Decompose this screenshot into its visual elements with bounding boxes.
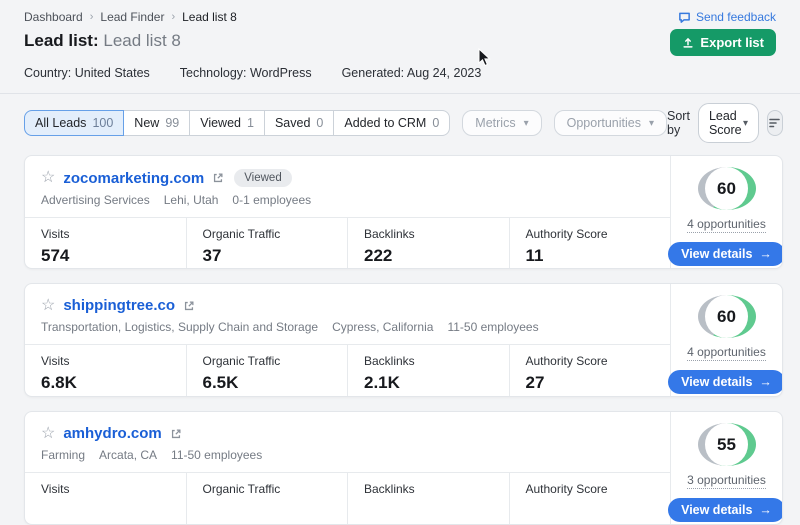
metric-organic-traffic: Organic Traffic 37 bbox=[187, 218, 348, 268]
favorite-star-icon[interactable]: ☆ bbox=[41, 424, 56, 442]
metric-backlinks: Backlinks 222 bbox=[348, 218, 510, 268]
lead-score-panel: 60 4 opportunities View details → bbox=[668, 156, 782, 268]
breadcrumb: Dashboard › Lead Finder › Lead list 8 bbox=[24, 10, 237, 24]
feedback-bubble-icon bbox=[678, 11, 691, 24]
chevron-down-icon: ▾ bbox=[648, 117, 654, 129]
opportunities-link[interactable]: 4 opportunities bbox=[687, 345, 766, 361]
lead-score-gauge: 60 bbox=[697, 295, 756, 338]
lead-score-gauge: 55 bbox=[697, 423, 756, 466]
arrow-right-icon: → bbox=[759, 375, 772, 389]
lead-score-panel: 55 3 opportunities View details → bbox=[668, 412, 782, 524]
tab-added-to-crm[interactable]: Added to CRM 0 bbox=[333, 110, 451, 136]
lead-score-value: 60 bbox=[705, 167, 748, 210]
metric-organic-traffic: Organic Traffic 6.5K bbox=[187, 345, 348, 396]
lead-status-tabs: All Leads 100 New 99 Viewed 1 Saved 0 Ad… bbox=[24, 110, 451, 136]
opportunities-link[interactable]: 4 opportunities bbox=[687, 217, 766, 233]
external-link-icon[interactable] bbox=[170, 428, 182, 440]
metric-backlinks: Backlinks 2.1K bbox=[348, 345, 510, 396]
view-details-button[interactable]: View details → bbox=[668, 370, 782, 394]
page-header: Dashboard › Lead Finder › Lead list 8 Se… bbox=[0, 0, 800, 94]
lead-score-gauge: 60 bbox=[697, 167, 756, 210]
list-toolbar: All Leads 100 New 99 Viewed 1 Saved 0 Ad… bbox=[0, 94, 800, 152]
tab-count: 0 bbox=[432, 116, 440, 130]
chevron-down-icon: ▾ bbox=[742, 117, 748, 129]
lead-score-value: 55 bbox=[705, 423, 748, 466]
chevron-down-icon: ▾ bbox=[523, 117, 529, 129]
tab-viewed[interactable]: Viewed 1 bbox=[189, 110, 265, 136]
lead-score-value: 60 bbox=[705, 295, 748, 338]
breadcrumb-separator-icon: › bbox=[89, 11, 94, 23]
lead-card: ☆ shippingtree.co Transportation, Logist… bbox=[24, 283, 783, 397]
opportunities-dropdown[interactable]: Opportunities ▾ bbox=[553, 110, 667, 136]
lead-score-panel: 60 4 opportunities View details → bbox=[668, 284, 782, 396]
tab-new[interactable]: New 99 bbox=[123, 110, 191, 136]
sort-select[interactable]: Lead Score ▾ bbox=[697, 103, 759, 143]
breadcrumb-lead-finder[interactable]: Lead Finder bbox=[100, 10, 165, 24]
tab-count: 0 bbox=[316, 116, 324, 130]
send-feedback-link[interactable]: Send feedback bbox=[678, 10, 776, 24]
lead-employees: 0-1 employees bbox=[232, 193, 312, 207]
metric-authority-score: Authority Score 27 bbox=[525, 354, 608, 392]
tab-all-leads[interactable]: All Leads 100 bbox=[24, 110, 125, 136]
filter-technology: Technology: WordPress bbox=[179, 66, 312, 80]
lead-location: Cypress, California bbox=[332, 320, 434, 334]
upload-icon bbox=[682, 37, 694, 49]
view-details-button[interactable]: View details → bbox=[668, 498, 782, 522]
lead-metrics: Visits Organic Traffic Backlinks Authori… bbox=[25, 472, 670, 524]
lead-domain-link[interactable]: zocomarketing.com bbox=[63, 169, 205, 187]
opportunities-link[interactable]: 3 opportunities bbox=[687, 473, 766, 489]
applied-filters: Country: United States Technology: WordP… bbox=[24, 66, 776, 93]
external-link-icon[interactable] bbox=[183, 300, 195, 312]
lead-employees: 11-50 employees bbox=[171, 448, 263, 462]
breadcrumb-separator-icon: › bbox=[171, 11, 176, 23]
tab-count: 1 bbox=[247, 116, 254, 130]
lead-metrics: Visits 574 Organic Traffic 37 Backlinks … bbox=[25, 217, 670, 268]
sort-direction-button[interactable] bbox=[767, 110, 783, 136]
lead-industry: Farming bbox=[41, 448, 86, 462]
lead-meta: Transportation, Logistics, Supply Chain … bbox=[41, 320, 654, 334]
metric-authority-score: Authority Score 11 bbox=[525, 227, 608, 265]
page-title-value: Lead list 8 bbox=[103, 31, 181, 50]
metric-visits: Visits bbox=[25, 473, 187, 524]
lead-domain-link[interactable]: amhydro.com bbox=[63, 425, 162, 442]
sort-by-label: Sort by bbox=[667, 109, 690, 137]
export-list-button[interactable]: Export list bbox=[670, 29, 776, 56]
lead-location: Lehi, Utah bbox=[163, 193, 219, 207]
lead-metrics: Visits 6.8K Organic Traffic 6.5K Backlin… bbox=[25, 344, 670, 396]
sort-descending-icon bbox=[768, 117, 782, 129]
view-details-button[interactable]: View details → bbox=[668, 242, 782, 266]
lead-domain-link[interactable]: shippingtree.co bbox=[63, 297, 176, 314]
favorite-star-icon[interactable]: ☆ bbox=[41, 169, 56, 186]
metrics-dropdown[interactable]: Metrics ▾ bbox=[462, 110, 542, 136]
tab-count: 100 bbox=[92, 116, 114, 130]
lead-employees: 11-50 employees bbox=[447, 320, 539, 334]
lead-industry: Transportation, Logistics, Supply Chain … bbox=[41, 320, 319, 334]
lead-industry: Advertising Services bbox=[41, 193, 150, 207]
breadcrumb-dashboard[interactable]: Dashboard bbox=[24, 10, 83, 24]
metric-authority-score: Authority Score bbox=[525, 482, 608, 496]
breadcrumb-current: Lead list 8 bbox=[182, 10, 237, 24]
arrow-right-icon: → bbox=[759, 247, 772, 261]
metric-organic-traffic: Organic Traffic bbox=[187, 473, 348, 524]
lead-meta: Farming Arcata, CA 11-50 employees bbox=[41, 448, 654, 462]
lead-list: ☆ zocomarketing.com Viewed Advertising S… bbox=[0, 152, 800, 525]
page-title: Lead list: Lead list 8 bbox=[24, 31, 181, 50]
metric-backlinks: Backlinks bbox=[348, 473, 510, 524]
lead-location: Arcata, CA bbox=[99, 448, 158, 462]
filter-country: Country: United States bbox=[24, 66, 150, 80]
lead-meta: Advertising Services Lehi, Utah 0-1 empl… bbox=[41, 193, 654, 207]
viewed-badge: Viewed bbox=[234, 169, 292, 187]
lead-card: ☆ amhydro.com Farming Arcata, CA 11-50 e… bbox=[24, 411, 783, 525]
tab-saved[interactable]: Saved 0 bbox=[263, 110, 335, 136]
arrow-right-icon: → bbox=[759, 503, 772, 517]
metric-visits: Visits 574 bbox=[25, 218, 187, 268]
favorite-star-icon[interactable]: ☆ bbox=[41, 296, 56, 314]
tab-count: 99 bbox=[165, 116, 180, 130]
filter-generated: Generated: Aug 24, 2023 bbox=[341, 66, 482, 80]
lead-card: ☆ zocomarketing.com Viewed Advertising S… bbox=[24, 155, 783, 269]
metric-visits: Visits 6.8K bbox=[25, 345, 187, 396]
external-link-icon[interactable] bbox=[212, 172, 224, 184]
